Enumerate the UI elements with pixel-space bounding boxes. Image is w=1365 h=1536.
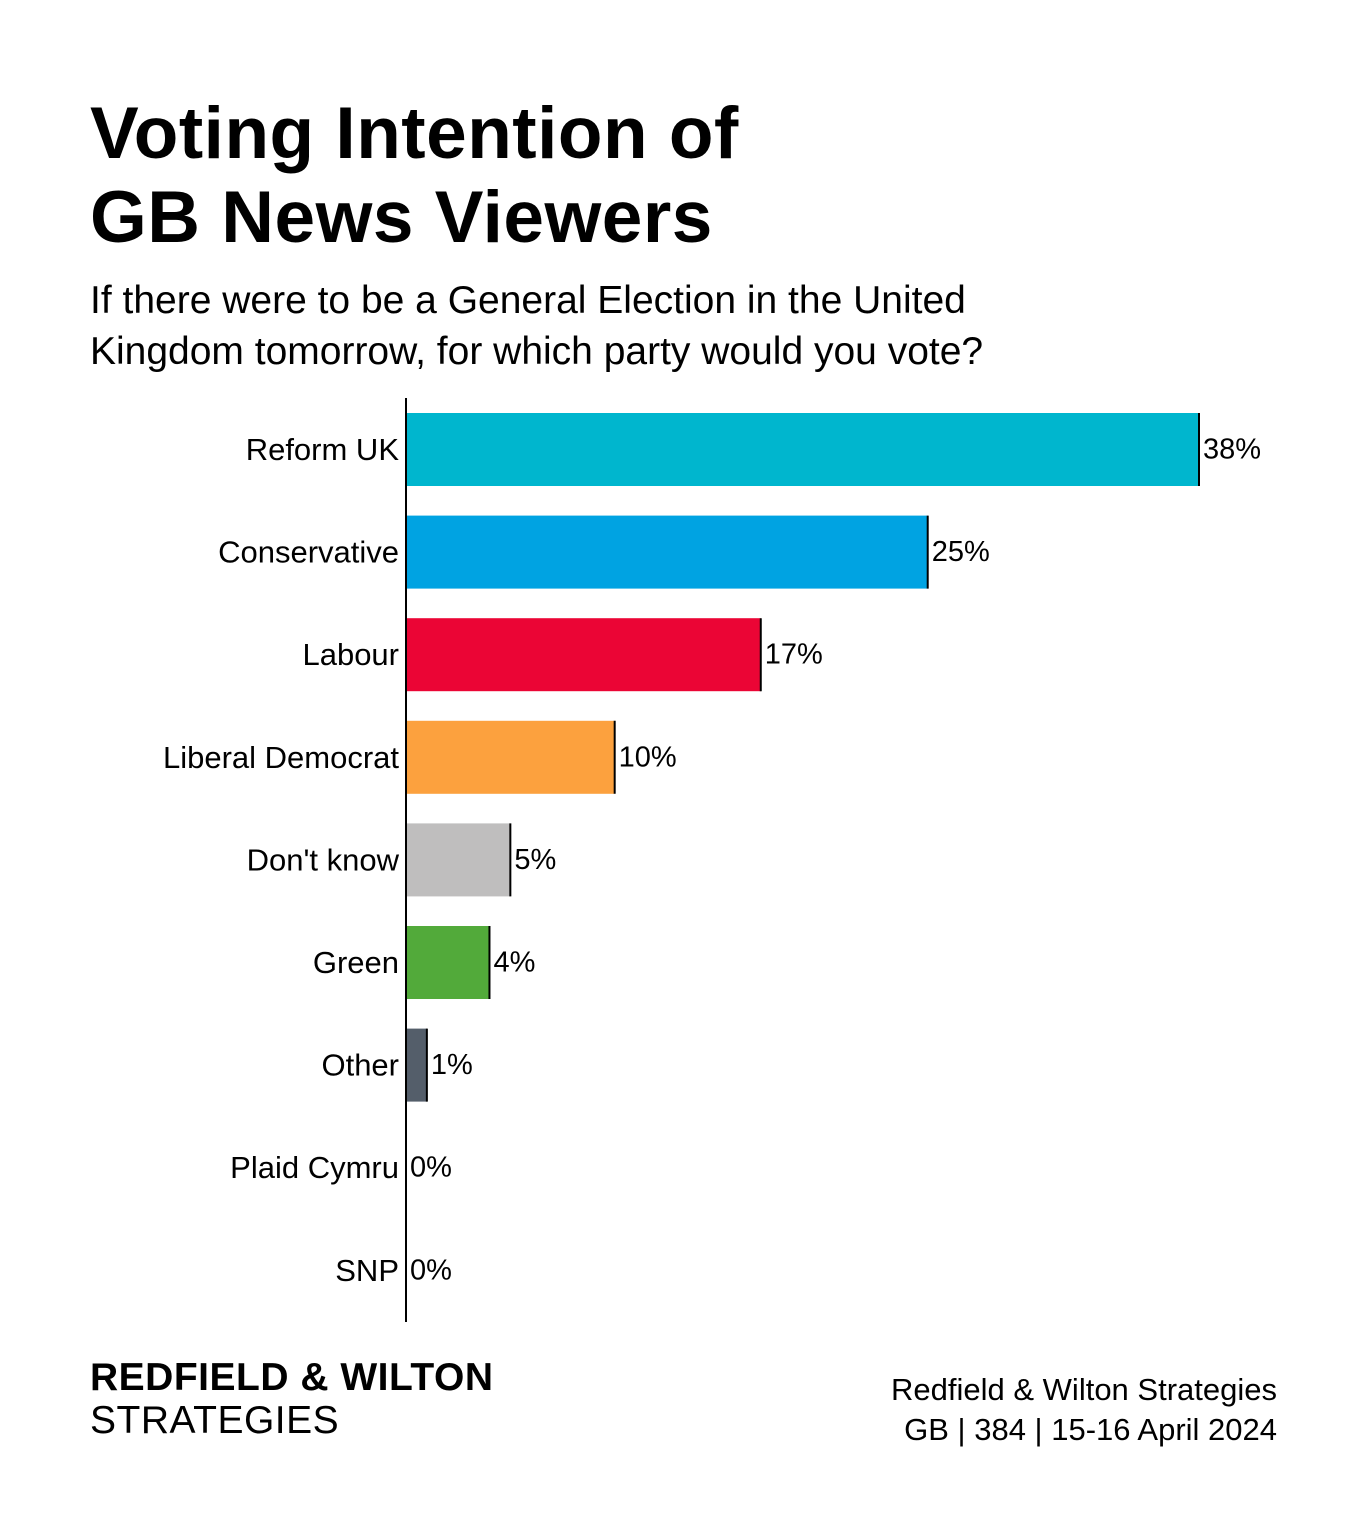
category-label-snp: SNP: [335, 1253, 399, 1288]
source-organisation: Redfield & Wilton Strategies: [891, 1372, 1277, 1407]
value-label-liberal-democrat: 10%: [619, 741, 677, 773]
chart-title-line-1: Voting Intention of: [90, 93, 739, 174]
chart-subtitle-line-2: Kingdom tomorrow, for which party would …: [90, 330, 984, 373]
category-label-labour: Labour: [302, 637, 399, 672]
value-label-don-t-know: 5%: [514, 844, 556, 876]
category-label-don-t-know: Don't know: [247, 842, 400, 877]
brand-name: REDFIELD & WILTON: [90, 1356, 494, 1399]
bar-conservative: [406, 515, 928, 589]
value-label-reform-uk: 38%: [1203, 434, 1261, 466]
chart-subtitle-line-1: If there were to be a General Election i…: [90, 279, 966, 322]
value-label-snp: 0%: [410, 1254, 452, 1286]
source-note: Redfield & Wilton Strategies GB | 384 | …: [891, 1370, 1277, 1450]
value-label-green: 4%: [493, 947, 535, 979]
brand-logo: REDFIELD & WILTON STRATEGIES: [90, 1356, 494, 1442]
category-label-plaid-cymru: Plaid Cymru: [230, 1150, 399, 1185]
bar-liberal-democrat: [406, 720, 615, 794]
chart-title-line-2: GB News Viewers: [90, 177, 713, 258]
bar-reform-uk: [406, 413, 1199, 486]
bar-other: [406, 1028, 427, 1102]
category-label-other: Other: [321, 1048, 399, 1083]
value-label-conservative: 25%: [932, 536, 990, 568]
category-label-reform-uk: Reform UK: [246, 432, 400, 467]
value-label-plaid-cymru: 0%: [410, 1152, 452, 1184]
brand-subname: STRATEGIES: [90, 1399, 340, 1442]
category-label-conservative: Conservative: [218, 535, 399, 570]
source-details: GB | 384 | 15-16 April 2024: [904, 1412, 1277, 1447]
chart-subtitle: If there were to be a General Election i…: [90, 275, 1290, 377]
category-label-green: Green: [313, 945, 399, 980]
bar-green: [406, 926, 490, 999]
value-label-labour: 17%: [765, 639, 823, 671]
value-label-other: 1%: [431, 1049, 473, 1081]
bar-labour: [406, 618, 761, 692]
bar-don-t-know: [406, 823, 511, 897]
category-label-liberal-democrat: Liberal Democrat: [163, 740, 399, 775]
chart-title: Voting Intention of GB News Viewers: [90, 92, 739, 260]
